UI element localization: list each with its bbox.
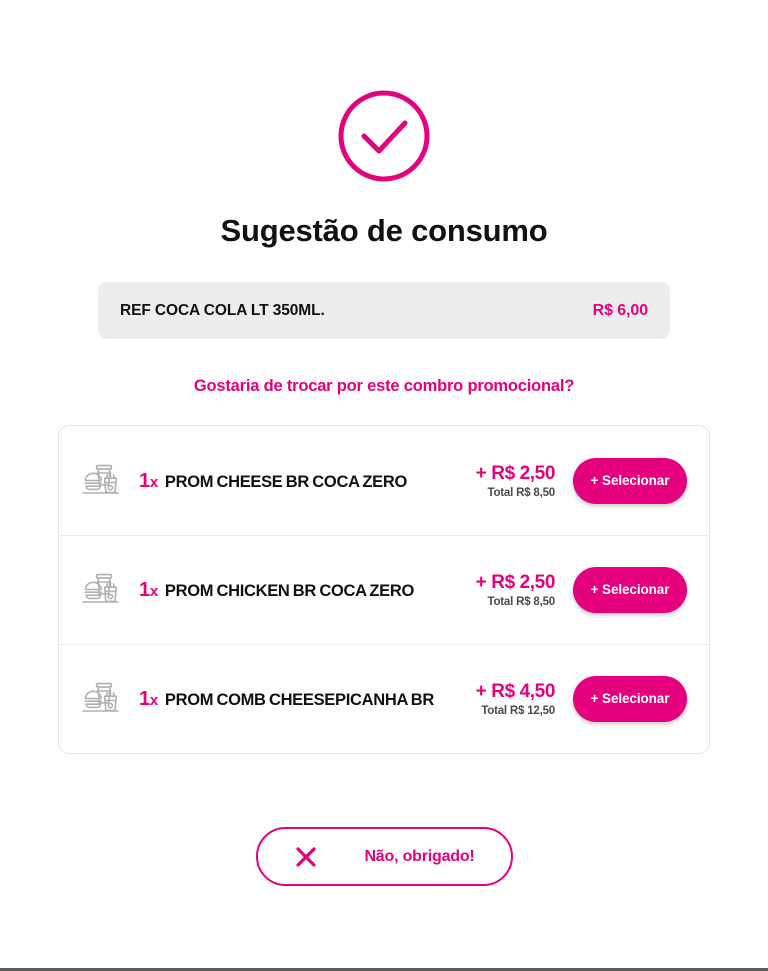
combo-total-price: Total R$ 8,50	[487, 595, 556, 608]
combo-meal-icon	[79, 675, 125, 723]
combo-total-price: Total R$ 8,50	[487, 486, 556, 499]
combo-meal-icon	[79, 566, 125, 614]
upsell-question: Gostaria de trocar por este combro promo…	[193, 377, 575, 396]
combo-price-block: + R$ 4,50 Total R$ 12,50	[445, 680, 556, 717]
list-item[interactable]: 1x PROM CHICKEN BR COCA ZERO + R$ 2,50 To…	[59, 535, 709, 644]
combo-price-block: + R$ 2,50 Total R$ 8,50	[445, 571, 556, 608]
list-item[interactable]: 1x PROM CHEESE BR COCA ZERO + R$ 2,50 Tot…	[59, 426, 709, 535]
list-item[interactable]: 1x PROM COMB CHEESEPICANHA BR + R$ 4,50 T…	[59, 644, 709, 753]
combo-label: 1x PROM CHICKEN BR COCA ZERO	[139, 577, 445, 603]
combo-label: 1x PROM CHEESE BR COCA ZERO	[139, 468, 445, 494]
select-combo-button[interactable]: + Selecionar	[573, 457, 687, 504]
combo-quantity: 1x	[139, 469, 158, 492]
combo-label: 1x PROM COMB CHEESEPICANHA BR	[139, 686, 445, 712]
decline-label: Não, obrigado!	[364, 847, 475, 865]
combo-total-price: Total R$ 12,50	[481, 704, 555, 717]
combo-name: PROM CHICKEN BR COCA ZERO	[164, 581, 415, 600]
decline-row: Não, obrigado!	[0, 827, 768, 887]
combo-options-card: 1x PROM CHEESE BR COCA ZERO + R$ 2,50 Tot…	[58, 425, 710, 755]
close-x-icon	[293, 844, 319, 870]
current-item-price: R$ 6,00	[592, 301, 648, 319]
current-item-name: REF COCA COLA LT 350ML.	[120, 301, 325, 319]
current-item-bar: REF COCA COLA LT 350ML. R$ 6,00	[98, 282, 670, 340]
combo-delta-price: + R$ 2,50	[475, 462, 556, 484]
page-title: Sugestão de consumo	[220, 213, 548, 248]
select-combo-button[interactable]: + Selecionar	[573, 566, 687, 613]
check-circle-icon	[336, 88, 432, 184]
combo-price-block: + R$ 2,50 Total R$ 8,50	[445, 462, 556, 499]
combo-delta-price: + R$ 2,50	[475, 571, 556, 593]
combo-delta-price: + R$ 4,50	[475, 680, 556, 702]
combo-quantity: 1x	[139, 578, 158, 601]
combo-name: PROM COMB CHEESEPICANHA BR	[164, 690, 434, 709]
combo-meal-icon	[79, 457, 125, 505]
combo-quantity: 1x	[139, 687, 158, 710]
system-bottom-bar	[0, 968, 768, 971]
decline-button[interactable]: Não, obrigado!	[255, 827, 513, 887]
select-combo-button[interactable]: + Selecionar	[573, 675, 687, 722]
combo-name: PROM CHEESE BR COCA ZERO	[164, 472, 408, 491]
